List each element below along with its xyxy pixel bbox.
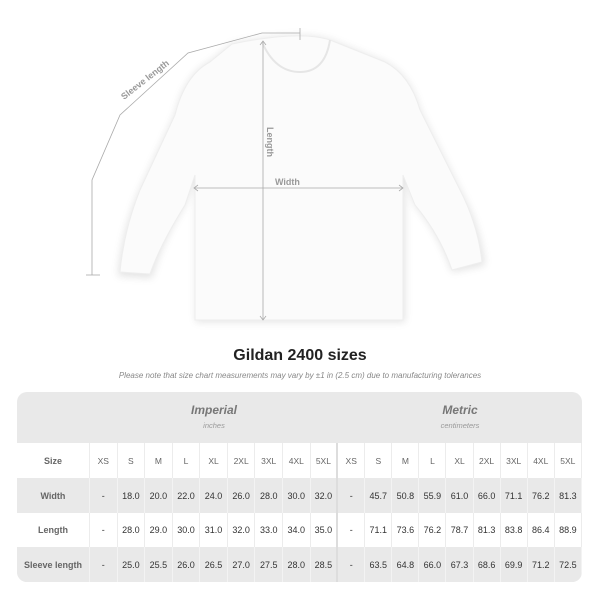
imperial-value-cell: 28.0 [255, 478, 284, 513]
metric-value-cell: - [338, 512, 366, 548]
size-header-cell: L [419, 443, 447, 478]
size-header-cell: M [145, 443, 173, 478]
imperial-value-cell: 27.5 [255, 547, 284, 582]
length-label: Length [265, 127, 275, 157]
metric-header: Metric centimeters [338, 392, 582, 443]
row-label: Sleeve length [17, 547, 90, 582]
metric-value-cell: 83.8 [501, 512, 528, 548]
size-header-cell: XL [446, 443, 474, 478]
imperial-value-cell: 30.0 [283, 478, 311, 513]
metric-value-cell: 55.9 [419, 478, 447, 513]
width-line [193, 184, 404, 192]
imperial-header: Imperial inches [90, 392, 338, 443]
size-header-cell: 5XL [311, 443, 339, 478]
metric-value-cell: 86.4 [528, 512, 555, 548]
imperial-value-cell: 25.0 [118, 547, 146, 582]
metric-value-cell: 71.1 [501, 478, 528, 513]
imperial-value-cell: 18.0 [118, 478, 146, 513]
size-header-cell: XS [90, 443, 118, 478]
size-table: Imperial inches Metric centimeters Size X… [17, 392, 582, 582]
metric-value-cell: - [338, 478, 366, 513]
imperial-value-cell: 27.0 [228, 547, 256, 582]
row-label: Length [17, 512, 90, 548]
row-label: Width [17, 478, 90, 513]
metric-value-cell: 66.0 [474, 478, 501, 513]
size-header-cell: M [392, 443, 420, 478]
imperial-value-cell: 26.0 [228, 478, 256, 513]
metric-value-cell: 64.8 [392, 547, 420, 582]
size-row: Size XS S M L XL 2XL 3XL 4XL 5XL XS S M L XL 2XL 3XL 4XL 5… [17, 443, 582, 478]
imperial-value-cell: 30.0 [173, 512, 201, 548]
imperial-value-cell: - [90, 512, 118, 548]
table-row: Length -28.0 29.0 30.0 31.0 32.0 33.0 34.0 35.0-… [17, 512, 582, 548]
size-header-cell: L [173, 443, 201, 478]
size-header-cell: S [118, 443, 146, 478]
size-header-cell: 2XL [474, 443, 501, 478]
tolerance-note: Please note that size chart measurements… [118, 371, 482, 380]
metric-value-cell: 61.0 [446, 478, 474, 513]
metric-value-cell: 69.9 [501, 547, 528, 582]
metric-value-cell: 50.8 [392, 478, 420, 513]
size-header-cell: 5XL [555, 443, 582, 478]
shirt-collar [261, 39, 331, 74]
imperial-value-cell: 32.0 [311, 478, 339, 513]
imperial-title: Imperial [190, 403, 238, 417]
imperial-value-cell: 29.0 [145, 512, 173, 548]
imperial-value-cell: 28.0 [283, 547, 311, 582]
shirt-body [119, 35, 483, 321]
metric-value-cell: 45.7 [365, 478, 393, 513]
size-header-cell: 3XL [501, 443, 528, 478]
metric-value-cell: 73.6 [392, 512, 420, 548]
metric-value-cell: 72.5 [555, 547, 582, 582]
imperial-value-cell: 32.0 [228, 512, 256, 548]
metric-value-cell: 81.3 [474, 512, 501, 548]
metric-value-cell: 78.7 [446, 512, 474, 548]
metric-value-cell: 66.0 [419, 547, 447, 582]
sleeve-length-line [86, 28, 301, 276]
imperial-value-cell: 35.0 [311, 512, 339, 548]
metric-value-cell: 88.9 [555, 512, 582, 548]
metric-value-cell: 63.5 [365, 547, 393, 582]
row-label: Size [17, 443, 90, 478]
metric-value-cell: 76.2 [528, 478, 555, 513]
imperial-value-cell: 28.5 [311, 547, 339, 582]
imperial-unit: inches [203, 421, 225, 430]
sleeve-length-label: Sleeve length [119, 58, 171, 102]
length-line [259, 40, 267, 321]
imperial-value-cell: 20.0 [145, 478, 173, 513]
imperial-value-cell: - [90, 547, 118, 582]
page-title: Gildan 2400 sizes [233, 347, 367, 364]
imperial-value-cell: 25.5 [145, 547, 173, 582]
imperial-value-cell: 28.0 [118, 512, 146, 548]
imperial-value-cell: 31.0 [200, 512, 228, 548]
metric-value-cell: - [338, 547, 366, 582]
size-header-cell: 4XL [283, 443, 311, 478]
metric-value-cell: 67.3 [446, 547, 474, 582]
imperial-value-cell: 34.0 [283, 512, 311, 548]
size-header-cell: XS [338, 443, 366, 478]
imperial-value-cell: 33.0 [255, 512, 284, 548]
table-row: Width -18.0 20.0 22.0 24.0 26.0 28.0 30.0 32.0-4… [17, 478, 582, 513]
metric-value-cell: 81.3 [555, 478, 582, 513]
table-row: Sleeve length -25.0 25.5 26.0 26.5 27.0 27.5 28… [17, 547, 582, 582]
metric-value-cell: 68.6 [474, 547, 501, 582]
imperial-value-cell: - [90, 478, 118, 513]
imperial-value-cell: 22.0 [173, 478, 201, 513]
long-sleeve-shirt-diagram: Sleeve length Length Width [86, 28, 485, 322]
metric-value-cell: 71.1 [365, 512, 393, 548]
metric-unit: centimeters [440, 421, 480, 430]
metric-value-cell: 71.2 [528, 547, 555, 582]
metric-title: Metric [442, 403, 478, 417]
size-header-cell: XL [200, 443, 228, 478]
size-header-cell: S [365, 443, 393, 478]
metric-value-cell: 76.2 [419, 512, 447, 548]
size-header-cell: 3XL [255, 443, 284, 478]
imperial-value-cell: 26.5 [200, 547, 228, 582]
imperial-value-cell: 24.0 [200, 478, 228, 513]
size-header-cell: 2XL [228, 443, 256, 478]
width-label: Width [275, 177, 300, 187]
size-header-cell: 4XL [528, 443, 555, 478]
imperial-value-cell: 26.0 [173, 547, 201, 582]
